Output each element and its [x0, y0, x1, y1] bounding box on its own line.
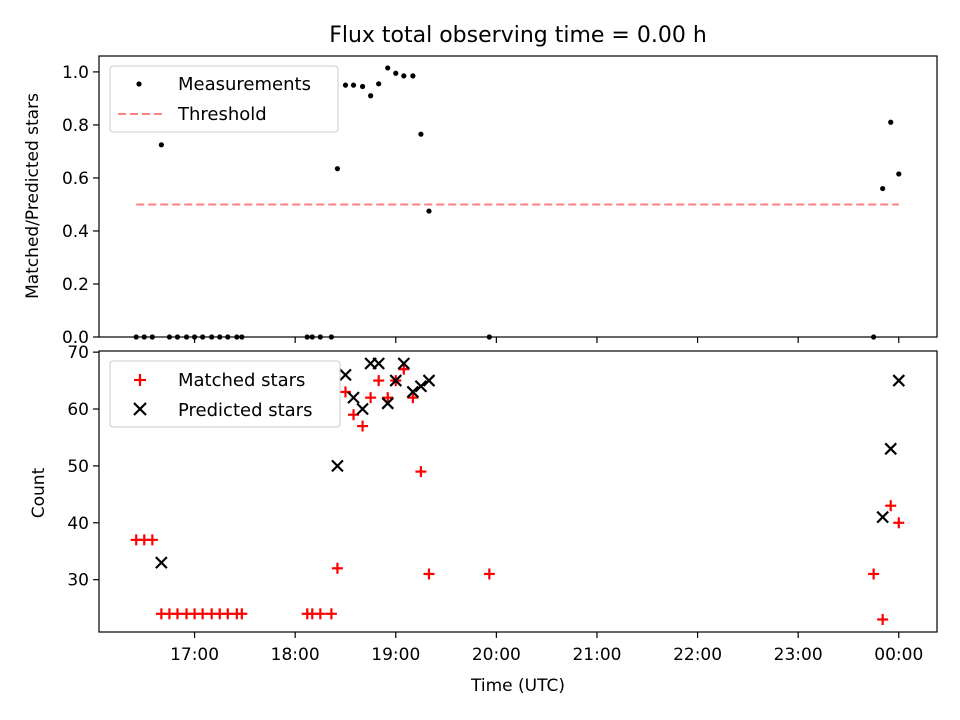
matched-star-point [348, 409, 360, 421]
top-ytick-label: 0.0 [62, 328, 89, 348]
bottom-xtick-label: 20:00 [472, 645, 521, 665]
top-legend: Measurements Threshold [109, 65, 339, 133]
predicted-stars-series [155, 357, 906, 569]
matched-star-point [382, 392, 394, 404]
predicted-star-point [389, 374, 403, 387]
top-ytick-label: 0.2 [62, 275, 89, 295]
predicted-star-point [155, 556, 168, 569]
top-ylabel: Matched/Predicted stars [23, 93, 43, 299]
predicted-star-point [331, 459, 344, 473]
measurement-point [359, 83, 366, 90]
bottom-xlabel: Time (UTC) [470, 676, 565, 696]
bottom-xtick-label: 23:00 [774, 645, 823, 665]
bottom-xtick-label: 00:00 [874, 645, 923, 665]
measurement-point [426, 208, 432, 214]
top-ytick-group: 0.0 0.2 0.4 0.6 0.8 1.0 [62, 63, 99, 348]
matched-star-point [357, 420, 369, 432]
matched-star-point [483, 568, 495, 580]
top-ytick-label: 1.0 [62, 63, 89, 83]
top-panel: 0.0 0.2 0.4 0.6 0.8 1.0 Matched/Predicted sta… [23, 55, 938, 348]
top-legend-box [109, 65, 339, 133]
predicted-star-point [414, 379, 428, 393]
matched-star-point [893, 517, 905, 529]
measurement-point [376, 81, 382, 87]
bottom-xtick-label: 17:00 [170, 645, 219, 665]
bottom-ytick-label: 50 [67, 457, 89, 477]
bottom-panel: 30 40 50 60 70 17:00 18:00 19:00 20:00 21:00 22:0… [29, 343, 938, 696]
bottom-xtick-group: 17:00 18:00 19:00 20:00 21:00 22:00 23:00 00:00 [170, 632, 923, 665]
matched-star-point [423, 568, 435, 580]
predicted-legend-marker [133, 402, 147, 416]
measurements-series [133, 65, 902, 340]
bottom-ytick-label: 30 [67, 571, 89, 591]
chart-title: Flux total observing time = 0.00 h [329, 23, 707, 48]
matched-legend-marker [134, 374, 146, 386]
matched-stars-series [130, 363, 905, 625]
predicted-star-point [347, 391, 360, 404]
measurement-point [342, 82, 349, 88]
predicted-star-point [397, 357, 411, 370]
matched-legend-label: Matched stars [178, 370, 305, 391]
predicted-star-point [876, 510, 889, 524]
predicted-star-point [884, 442, 898, 456]
bottom-ytick-group: 30 40 50 60 70 [67, 343, 99, 591]
matched-star-point [877, 613, 889, 625]
top-ytick-label: 0.8 [62, 116, 89, 136]
bottom-xtick-label: 18:00 [271, 645, 320, 665]
predicted-star-point [356, 402, 369, 416]
matched-star-point [236, 608, 248, 620]
predicted-star-point [372, 357, 385, 370]
bottom-xtick-label: 22:00 [673, 645, 722, 665]
matched-star-point [314, 608, 326, 620]
matched-star-point [868, 568, 880, 580]
matched-star-point [146, 534, 158, 546]
bottom-legend-box [109, 360, 341, 428]
top-xtick-marks [193, 337, 900, 343]
matched-star-point [331, 562, 343, 574]
predicted-legend-label: Predicted stars [178, 400, 312, 421]
bottom-legend: Matched stars Predicted stars [109, 360, 341, 428]
bottom-ylabel: Count [29, 467, 49, 518]
threshold-legend-label: Threshold [177, 104, 267, 125]
measurement-point [410, 73, 416, 79]
predicted-star-point [339, 368, 352, 382]
matched-star-point [373, 375, 385, 387]
bottom-xtick-label: 19:00 [371, 645, 420, 665]
matched-star-point [398, 363, 410, 375]
bottom-axes-frame [98, 350, 938, 633]
measurement-point [385, 65, 391, 71]
matched-star-point [325, 608, 337, 620]
predicted-star-point [422, 374, 436, 387]
matched-star-point [407, 392, 419, 404]
measurements-legend-marker [136, 81, 142, 87]
measurement-point [896, 171, 902, 177]
top-ytick-label: 0.6 [62, 169, 89, 189]
measurement-point [880, 185, 886, 192]
matched-star-point [415, 466, 427, 478]
top-ytick-label: 0.4 [62, 222, 89, 242]
measurement-point [368, 93, 374, 99]
measurement-point [350, 82, 357, 88]
measurement-point [334, 166, 341, 172]
matched-star-point [365, 392, 377, 404]
matched-star-point [885, 500, 897, 512]
predicted-star-point [406, 385, 420, 399]
top-axes-frame [98, 55, 938, 338]
measurement-point [393, 70, 399, 76]
bottom-ytick-label: 70 [67, 343, 89, 363]
bottom-ytick-label: 40 [67, 514, 89, 534]
bottom-xtick-label: 21:00 [572, 645, 621, 665]
measurement-point [418, 131, 424, 137]
measurement-point [888, 119, 894, 125]
predicted-star-point [381, 397, 395, 410]
measurement-point [158, 142, 164, 148]
measurement-point [401, 73, 407, 79]
measurements-legend-label: Measurements [178, 74, 311, 95]
bottom-ytick-label: 60 [67, 400, 89, 420]
predicted-star-point [892, 374, 906, 387]
